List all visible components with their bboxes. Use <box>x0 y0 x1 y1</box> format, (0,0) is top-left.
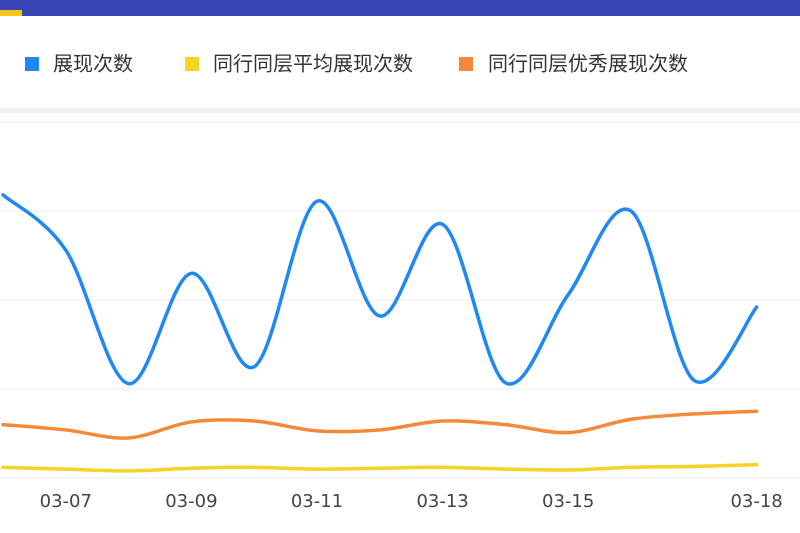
x-tick-label: 03-18 <box>730 491 782 512</box>
legend-label: 同行同层平均展现次数 <box>213 52 413 76</box>
x-tick-label: 03-15 <box>542 491 594 512</box>
legend-swatch <box>459 57 473 71</box>
x-tick-label: 03-11 <box>291 491 343 512</box>
legend-label: 展现次数 <box>53 52 133 76</box>
series-line <box>1 409 759 440</box>
legend-label: 同行同层优秀展现次数 <box>488 52 688 76</box>
x-tick-label: 03-13 <box>416 491 468 512</box>
series-line <box>1 193 759 386</box>
series-line <box>1 462 759 473</box>
top-accent <box>0 10 22 16</box>
legend-swatch <box>25 57 39 71</box>
grid <box>0 121 800 479</box>
x-tick-label: 03-07 <box>40 491 92 512</box>
top-bar <box>0 0 800 16</box>
x-tick-label: 03-09 <box>165 491 217 512</box>
legend-swatch <box>185 57 199 71</box>
separator <box>0 108 800 113</box>
